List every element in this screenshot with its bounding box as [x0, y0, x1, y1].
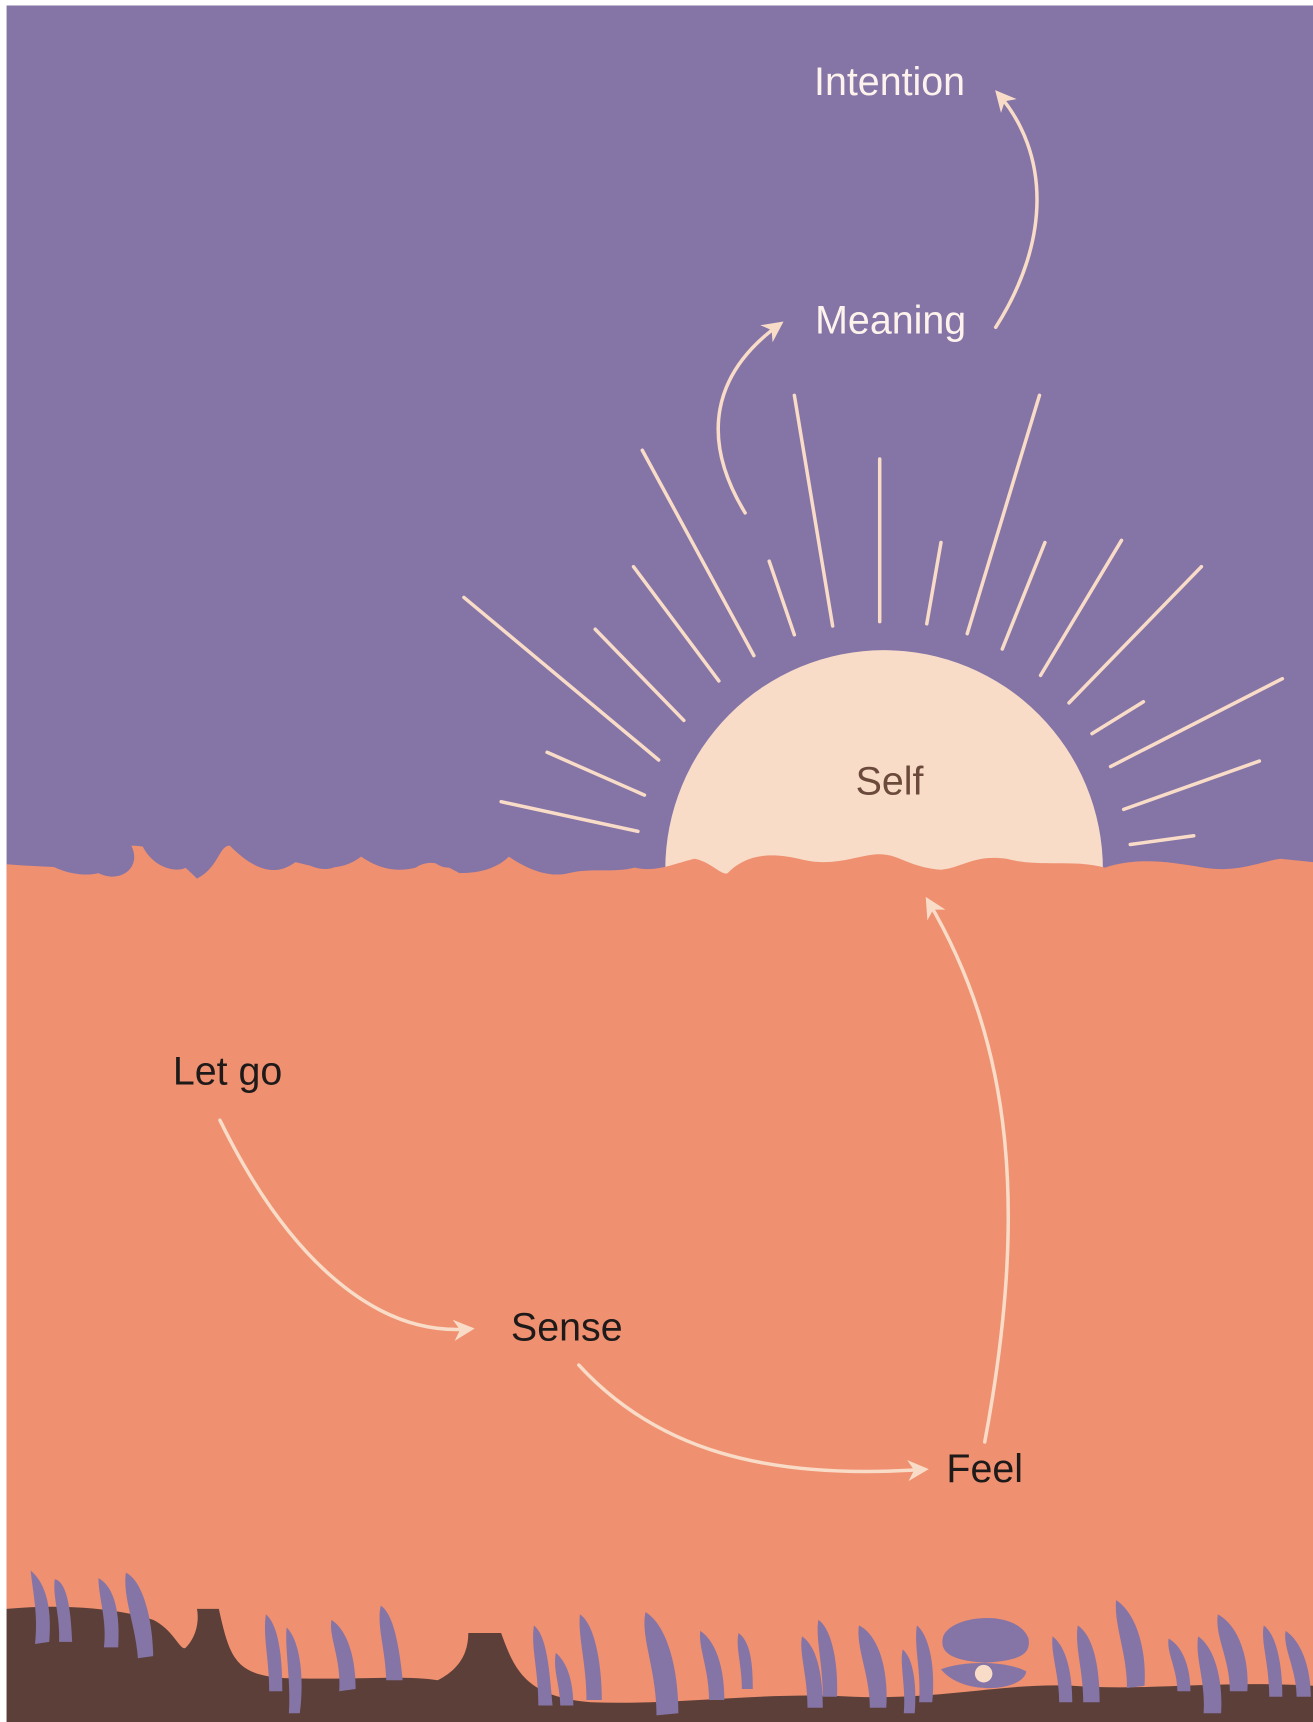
illustration: Intention Meaning Self Let go Sense Feel [0, 0, 1313, 1722]
node-label: Intention [814, 60, 965, 104]
sea [7, 846, 1313, 1722]
page: {"nodes": [ {"id": "intention", "label":… [0, 0, 1313, 1722]
node-label: Self [856, 760, 925, 804]
node-label: Feel [946, 1447, 1023, 1491]
node-label: Meaning [815, 298, 966, 342]
clam [941, 1618, 1029, 1688]
node-label: Let go [173, 1049, 283, 1093]
node-label: Sense [511, 1305, 623, 1349]
